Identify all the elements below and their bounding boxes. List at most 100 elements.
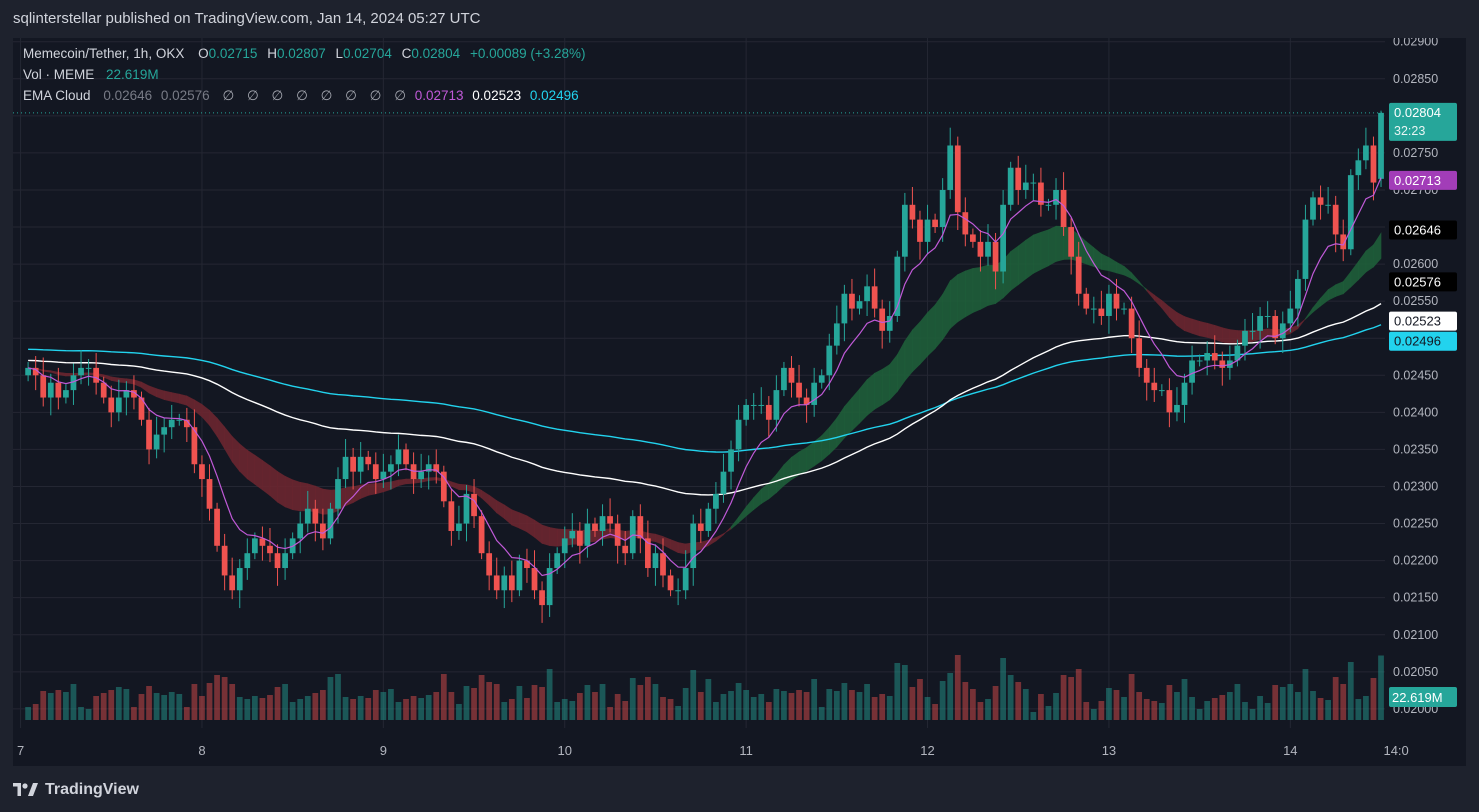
candle-up[interactable] [781,361,787,397]
candle-up[interactable] [924,204,931,254]
candle-down[interactable] [493,557,500,600]
candle-up[interactable] [1363,127,1369,170]
candle-down[interactable] [508,560,515,603]
candle-down[interactable] [1272,310,1279,345]
candle-up[interactable] [1007,161,1014,211]
candle-up[interactable] [1189,345,1195,395]
candle-up[interactable] [1158,384,1165,397]
ema-cloud-label[interactable]: EMA Cloud [23,88,91,103]
candle-up[interactable] [1310,191,1316,226]
candle-up[interactable] [236,559,243,609]
candle-down[interactable] [637,504,644,554]
candle-down[interactable] [448,489,455,546]
candle-down[interactable] [849,278,855,321]
candle-up[interactable] [1045,198,1052,211]
candle-up[interactable] [1174,387,1180,422]
candle-up[interactable] [244,538,251,580]
candle-down[interactable] [1370,136,1377,201]
volume-label[interactable]: Vol · MEME [23,67,95,82]
candle-down[interactable] [1075,241,1082,306]
candle-up[interactable] [690,514,697,586]
candle-up[interactable] [713,482,719,524]
candle-up[interactable] [1279,311,1286,354]
candle-up[interactable] [833,305,840,355]
candle-down[interactable] [403,443,409,471]
candle-up[interactable] [85,358,92,386]
candle-up[interactable] [546,553,553,617]
candle-up[interactable] [584,508,591,558]
candle-down[interactable] [221,533,228,591]
candle-down[interactable] [879,299,886,349]
candle-down[interactable] [660,538,666,588]
candle-up[interactable] [561,526,568,569]
candle-up[interactable] [758,387,765,414]
candle-up[interactable] [939,178,946,242]
candle-down[interactable] [909,187,916,229]
candle-down[interactable] [365,450,372,471]
candle-down[interactable] [471,479,477,529]
candle-down[interactable] [788,356,795,398]
candle-down[interactable] [1332,195,1339,253]
candle-up[interactable] [864,274,870,316]
candle-up[interactable] [1226,345,1233,380]
candle-up[interactable] [425,455,432,490]
candle-down[interactable] [372,452,379,494]
candle-up[interactable] [1121,302,1127,315]
candle-down[interactable] [1166,378,1173,428]
candle-up[interactable] [1355,148,1362,190]
candle-down[interactable] [1136,320,1143,377]
candle-up[interactable] [743,399,750,426]
candle-down[interactable] [1015,155,1022,205]
candle-up[interactable] [516,554,523,597]
candle-up[interactable] [1325,187,1331,214]
candle-down[interactable] [108,385,115,428]
candle-up[interactable] [1264,301,1271,328]
candle-up[interactable] [1196,354,1203,367]
candle-up[interactable] [357,442,364,484]
candle-down[interactable] [274,544,281,586]
candle-up[interactable] [1249,313,1256,340]
candle-down[interactable] [350,447,356,490]
chart-pane[interactable]: 7 8 9 10 11 12 13 14 14:0 0.02000 0.02050 0.02100 0.… [13,38,1466,766]
candle-up[interactable] [1378,110,1384,188]
candle-up[interactable] [1090,296,1097,324]
candle-up[interactable] [1181,373,1188,423]
candle-down[interactable] [229,557,236,600]
candle-down[interactable] [433,449,440,484]
candle-up[interactable] [463,485,470,542]
candle-up[interactable] [675,578,681,606]
candle-up[interactable] [380,453,387,488]
candle-down[interactable] [622,530,629,566]
candle-up[interactable] [985,224,991,266]
candle-up[interactable] [841,284,848,342]
candle-up[interactable] [395,434,402,477]
candle-up[interactable] [161,418,168,453]
candle-down[interactable] [1128,296,1135,354]
candle-down[interactable] [524,548,530,583]
candle-down[interactable] [1098,290,1105,325]
candle-up[interactable] [1030,173,1037,201]
candle-down[interactable] [1143,358,1150,401]
candle-up[interactable] [123,381,130,416]
candle-up[interactable] [728,440,734,490]
candle-up[interactable] [282,538,288,580]
candle-up[interactable] [886,301,893,343]
candle-down[interactable] [1219,351,1226,386]
candle-down[interactable] [697,508,704,543]
candle-down[interactable] [486,541,493,591]
candle-down[interactable] [138,391,145,426]
candle-up[interactable] [1053,178,1059,220]
candle-down[interactable] [1317,185,1324,220]
candle-up[interactable] [115,379,122,422]
candle-up[interactable] [1204,341,1211,376]
candle-down[interactable] [40,357,47,407]
candle-up[interactable] [1106,284,1112,334]
candle-up[interactable] [25,361,31,382]
candle-up[interactable] [1234,339,1241,367]
candle-down[interactable] [592,517,598,537]
tradingview-logo[interactable]: TradingView [13,781,139,799]
candle-up[interactable] [901,192,908,272]
candle-up[interactable] [720,453,727,503]
candle-down[interactable] [32,356,39,391]
candle-down[interactable] [1211,335,1218,370]
